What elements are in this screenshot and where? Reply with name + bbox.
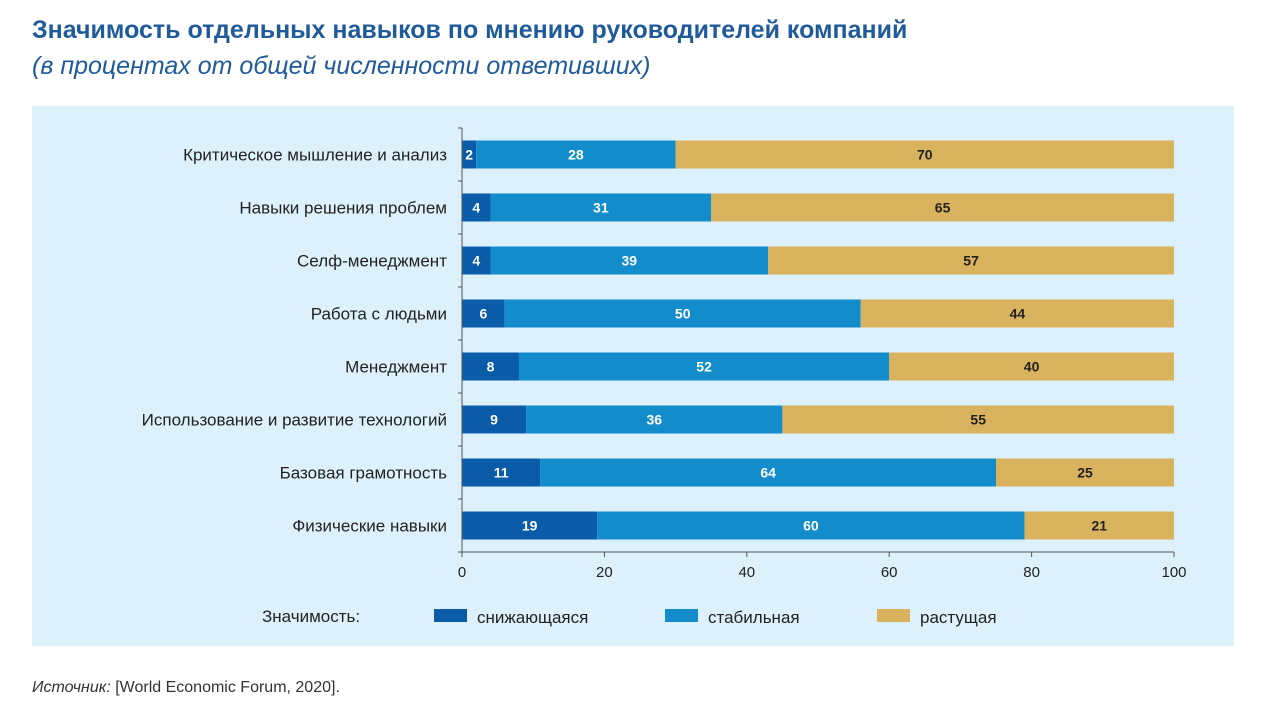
bar-segment [504, 299, 861, 328]
x-tick-label: 40 [738, 564, 755, 581]
bar-segment [462, 193, 491, 222]
legend-swatch [434, 609, 467, 622]
data-label: 2 [465, 147, 473, 163]
data-label: 25 [1077, 465, 1093, 481]
x-tick-label: 100 [1161, 564, 1186, 581]
data-label: 44 [1010, 306, 1026, 322]
x-tick-label: 20 [596, 564, 613, 581]
data-label: 39 [622, 253, 638, 269]
data-label: 21 [1091, 518, 1107, 534]
bar-segment [782, 405, 1174, 434]
data-label: 52 [696, 359, 712, 375]
data-label: 19 [522, 518, 538, 534]
bar-segment [462, 352, 519, 381]
legend-swatch [877, 609, 910, 622]
legend-title: Значимость: [262, 607, 360, 626]
data-label: 50 [675, 306, 691, 322]
bar-segment [597, 511, 1025, 540]
legend-label: растущая [920, 608, 997, 627]
bar-segment [768, 246, 1174, 275]
source-note: Источник: [World Economic Forum, 2020]. [32, 679, 340, 697]
category-label: Селф-менеджмент [297, 252, 447, 271]
data-label: 64 [760, 465, 776, 481]
data-label: 9 [490, 412, 498, 428]
axes-layer: Критическое мышление и анализ Навыки реше… [142, 127, 1187, 581]
data-label: 4 [472, 200, 480, 216]
source-label: Источник: [32, 679, 111, 696]
data-label: 8 [487, 359, 495, 375]
bar-segment [889, 352, 1174, 381]
bar-segment [462, 405, 527, 434]
bar-segment [1024, 511, 1174, 540]
data-label: 11 [494, 465, 509, 481]
data-label: 4 [472, 253, 480, 269]
data-label: 36 [646, 412, 662, 428]
data-label: 70 [917, 147, 933, 163]
bar-segment [996, 458, 1174, 487]
bar-segment [711, 193, 1174, 222]
data-label: 40 [1024, 359, 1040, 375]
chart-subtitle: (в процентах от общей численности ответи… [32, 52, 651, 80]
legend: Значимость: снижающаяся стабильная растущая [262, 607, 997, 627]
x-tick-label: 0 [458, 564, 466, 581]
legend-label: стабильная [708, 608, 800, 627]
legend-label: снижающаяся [477, 608, 588, 627]
bar-segment [675, 140, 1174, 169]
bar-segment [518, 352, 890, 381]
category-label: Навыки решения проблем [239, 199, 447, 218]
category-label: Использование и развитие технологий [142, 411, 447, 430]
bar-segment [490, 193, 712, 222]
chart-title: Значимость отдельных навыков по мнению р… [32, 16, 908, 44]
bar-segment [526, 405, 783, 434]
bar-segment [462, 246, 491, 275]
bar-segment [462, 458, 541, 487]
bar-segment [540, 458, 996, 487]
data-label: 57 [963, 253, 979, 269]
category-label: Физические навыки [292, 517, 447, 536]
category-label: Критическое мышление и анализ [183, 146, 447, 165]
data-label: 55 [970, 412, 986, 428]
x-tick-label: 60 [881, 564, 898, 581]
category-label: Работа с людьми [311, 305, 447, 324]
source-text: [World Economic Forum, 2020]. [110, 679, 340, 696]
x-tick-label: 80 [1023, 564, 1040, 581]
data-label: 60 [803, 518, 819, 534]
data-label: 31 [593, 200, 609, 216]
bars-layer: 2 28 70 4 31 65 4 39 57 6 50 44 8 52 40 9 36 55 11 64 25 19 60… [462, 140, 1174, 540]
bar-segment [476, 140, 676, 169]
data-label: 28 [568, 147, 584, 163]
bar-segment [462, 511, 598, 540]
data-label: 65 [935, 200, 951, 216]
bar-segment [462, 140, 477, 169]
bar-segment [462, 299, 505, 328]
bar-segment [860, 299, 1174, 328]
category-label: Менеджмент [345, 358, 447, 377]
data-label: 6 [479, 306, 487, 322]
legend-swatch [665, 609, 698, 622]
category-label: Базовая грамотность [280, 464, 447, 483]
bar-segment [490, 246, 769, 275]
